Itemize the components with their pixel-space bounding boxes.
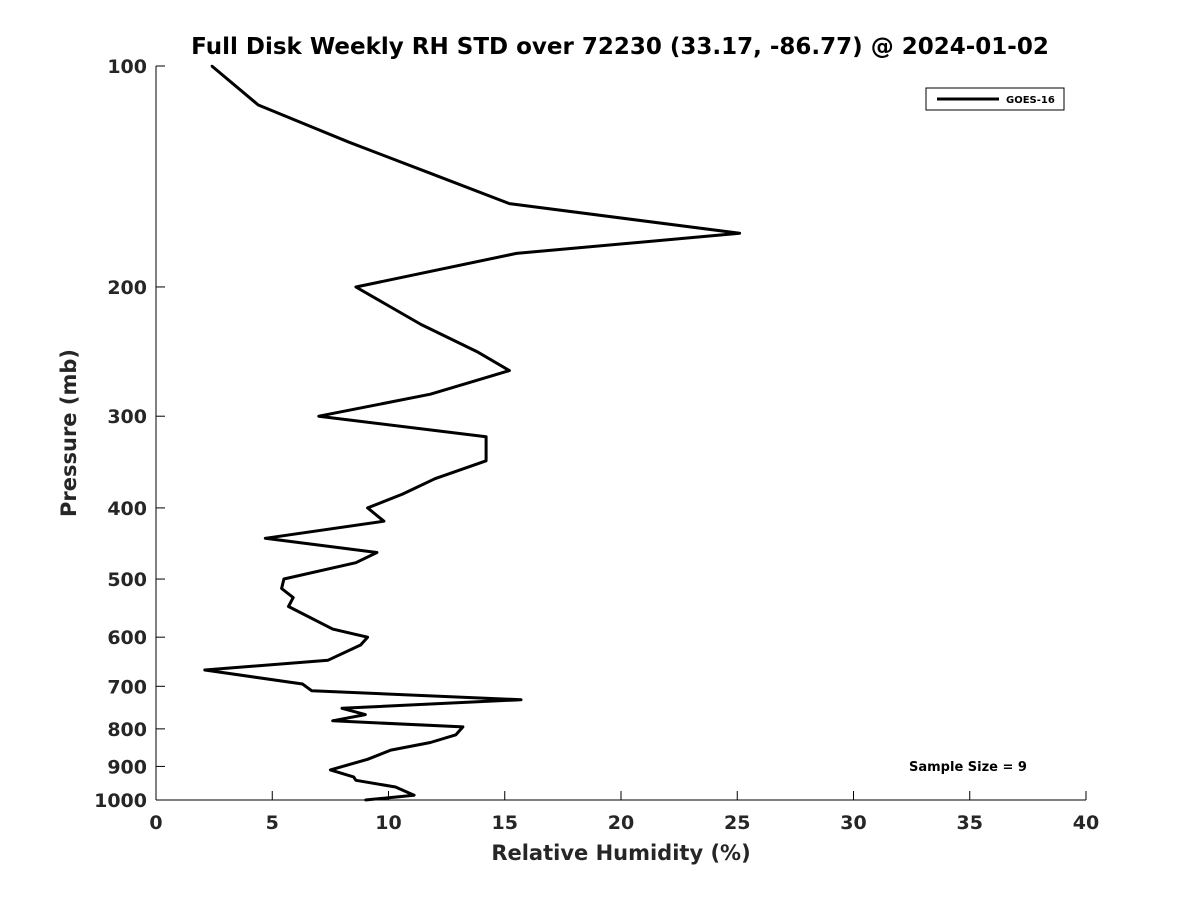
data-point [454, 733, 458, 736]
data-point [257, 103, 260, 107]
data-point [329, 768, 332, 772]
data-point [366, 636, 369, 639]
data-point [203, 668, 206, 672]
x-tick-label: 30 [840, 812, 866, 834]
sample-size-annotation: Sample Size = 9 [909, 760, 1027, 775]
data-point [461, 725, 465, 729]
y-tick-label: 600 [107, 627, 147, 649]
data-point [515, 252, 518, 255]
y-tick-label: 1000 [94, 790, 147, 812]
x-tick-label: 20 [608, 812, 634, 834]
y-tick-label: 100 [107, 56, 147, 78]
data-point [310, 689, 313, 692]
x-tick-label: 10 [375, 812, 401, 834]
data-point [282, 577, 286, 581]
y-tick-label: 900 [107, 756, 147, 778]
data-point [347, 141, 351, 144]
data-point [352, 775, 355, 779]
data-point [210, 64, 213, 68]
y-tick-label: 200 [107, 277, 147, 299]
x-tick-label: 25 [724, 812, 750, 834]
data-point [317, 415, 320, 418]
data-point [354, 285, 358, 289]
data-point [340, 707, 344, 710]
x-tick-label: 35 [957, 812, 983, 834]
y-tick-label: 700 [107, 676, 147, 698]
data-point [429, 741, 432, 744]
data-point [429, 393, 432, 396]
data-point [280, 587, 283, 590]
data-point [354, 779, 358, 782]
data-point [412, 794, 416, 797]
data-point [331, 719, 334, 722]
chart-title: Full Disk Weekly RH STD over 72230 (33.1… [191, 34, 1049, 60]
data-point [326, 659, 330, 662]
data-point [287, 605, 290, 608]
legend-entry-goes16: GOES-16 [1006, 95, 1055, 106]
data-point [394, 785, 397, 789]
data-point [484, 435, 488, 438]
data-point [375, 551, 379, 554]
y-tick-label: 300 [107, 406, 147, 428]
series-line-goes16 [203, 64, 742, 802]
data-point [359, 643, 362, 647]
data-point [382, 520, 386, 523]
data-point [508, 202, 511, 205]
x-tick-label: 5 [266, 812, 279, 834]
y-tick-label: 800 [107, 719, 147, 741]
data-point [433, 477, 437, 480]
series-layer [203, 64, 742, 802]
x-axis-label: Relative Humidity (%) [491, 841, 750, 865]
x-ticks: 0 5 10 15 20 25 30 35 40 [149, 791, 1099, 834]
data-point [484, 459, 488, 462]
data-point [519, 698, 523, 701]
data-point [475, 350, 479, 353]
data-point [738, 232, 741, 235]
data-point [389, 748, 392, 752]
data-point [354, 561, 358, 564]
y-ticks: 100 200 300 400 500 600 700 800 900 1000 [94, 56, 165, 812]
data-point [419, 323, 423, 326]
data-point [364, 713, 367, 716]
data-point [264, 537, 267, 540]
legend: GOES-16 [925, 87, 1065, 111]
y-tick-label: 400 [107, 498, 147, 520]
data-point [429, 172, 432, 175]
data-point [331, 627, 334, 631]
x-tick-label: 15 [492, 812, 518, 834]
data-point [364, 798, 367, 802]
data-point [292, 596, 295, 599]
y-axis-label: Pressure (mb) [57, 349, 81, 517]
x-tick-label: 40 [1073, 812, 1099, 834]
data-point [301, 682, 304, 686]
y-tick-label: 500 [107, 569, 147, 591]
data-point [401, 492, 404, 496]
x-tick-label: 0 [149, 812, 162, 834]
data-point [366, 506, 369, 510]
data-point [508, 369, 511, 372]
data-point [366, 758, 369, 761]
